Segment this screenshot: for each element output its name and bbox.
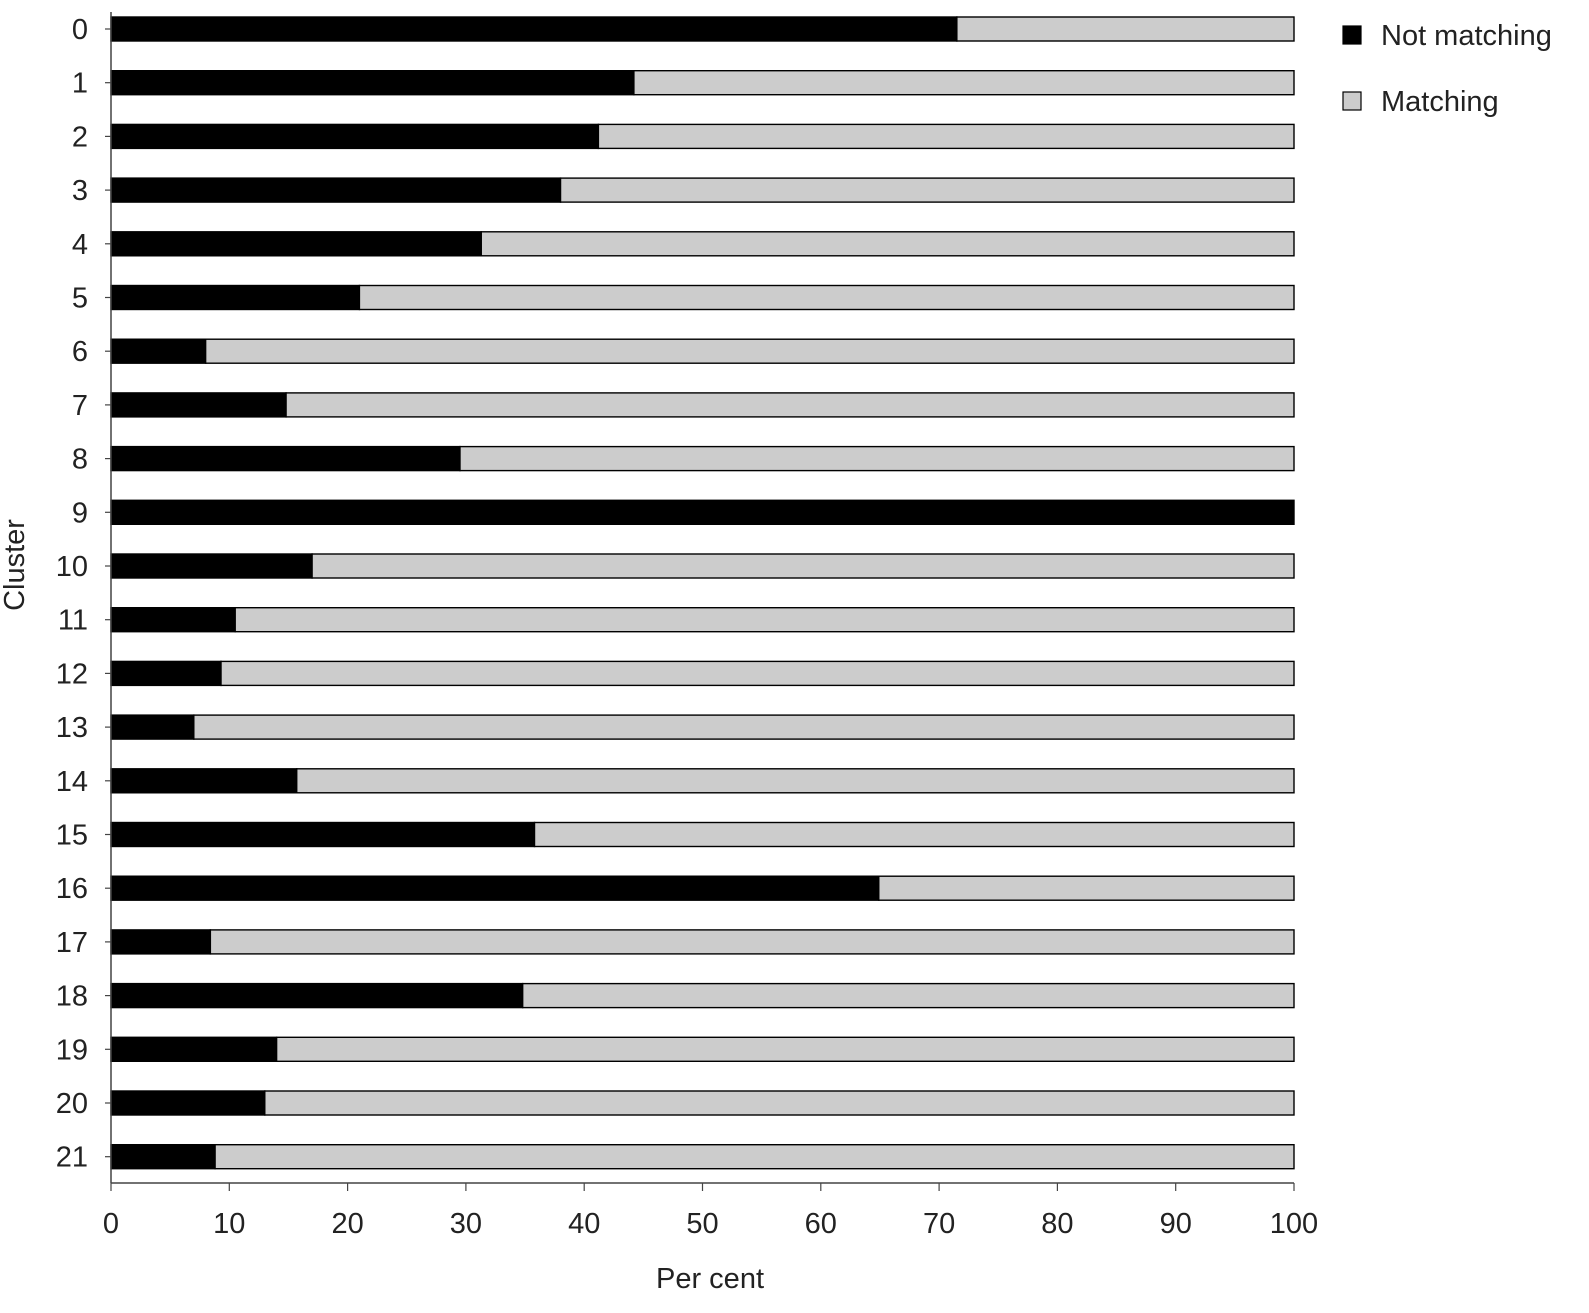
bar-not-matching-cluster-14: [110, 768, 298, 794]
y-tick-label: 5: [72, 283, 88, 315]
y-tick-label: 7: [72, 390, 88, 422]
bar-not-matching-cluster-3: [110, 177, 562, 203]
y-tick-label: 17: [56, 927, 88, 959]
bar-not-matching-cluster-8: [110, 445, 461, 472]
bar-not-matching-cluster-21: [110, 1143, 216, 1170]
bar-matching-cluster-8: [459, 445, 1295, 472]
bar-not-matching-cluster-4: [110, 231, 482, 257]
y-tick-label: 14: [56, 766, 88, 798]
legend: Not matching Matching: [1342, 20, 1552, 118]
x-tick-label: 10: [213, 1208, 245, 1240]
y-tick-label: 12: [56, 658, 88, 690]
bar-matching-cluster-10: [311, 553, 1295, 579]
bar-not-matching-cluster-11: [110, 607, 236, 633]
bar-matching-cluster-17: [209, 929, 1295, 955]
y-tick-label: 20: [56, 1088, 88, 1120]
bar-not-matching-cluster-10: [110, 553, 313, 579]
bar-not-matching-cluster-12: [110, 660, 222, 687]
bar-matching-cluster-6: [204, 338, 1295, 364]
legend-swatch-matching: [1342, 91, 1362, 111]
y-tick-label: 11: [58, 605, 88, 637]
bar-not-matching-cluster-16: [110, 875, 880, 901]
bar-matching-cluster-14: [296, 768, 1295, 794]
y-tick-label: 6: [72, 336, 88, 368]
y-tick-label: 2: [72, 121, 88, 153]
y-tick-label: 4: [72, 229, 88, 261]
x-tick-label: 50: [686, 1208, 718, 1240]
legend-label-not-matching: Not matching: [1381, 20, 1552, 52]
bar-not-matching-cluster-17: [110, 929, 212, 955]
y-tick-label: 16: [56, 873, 88, 905]
bar-matching-cluster-12: [220, 660, 1295, 687]
x-tick-label: 60: [805, 1208, 837, 1240]
bar-matching-cluster-0: [956, 16, 1295, 42]
y-tick-label: 9: [72, 497, 88, 529]
bar-matching-cluster-3: [559, 177, 1295, 203]
x-tick-label: 40: [568, 1208, 600, 1240]
bar-not-matching-cluster-2: [110, 123, 600, 150]
bar-matching-cluster-21: [214, 1143, 1295, 1170]
bar-matching-cluster-13: [193, 714, 1295, 740]
bars-layer: [110, 16, 1295, 1170]
bar-not-matching-cluster-13: [110, 714, 195, 740]
y-tick-label: 3: [72, 175, 88, 207]
x-tick-label: 100: [1270, 1208, 1318, 1240]
x-tick-labels: 0 10 20 30 40 50 60 70 80 90 100: [103, 1183, 1318, 1240]
y-tick-label: 0: [72, 14, 88, 46]
y-tick-label: 8: [72, 444, 88, 476]
bar-not-matching-cluster-15: [110, 821, 536, 848]
bar-not-matching-cluster-0: [110, 16, 958, 42]
bar-matching-cluster-4: [480, 231, 1295, 257]
bar-matching-cluster-11: [234, 607, 1295, 633]
x-tick-label: 0: [103, 1208, 119, 1240]
bar-matching-cluster-15: [533, 821, 1295, 848]
x-axis-title: Per cent: [656, 1263, 764, 1295]
bar-not-matching-cluster-6: [110, 338, 207, 364]
x-tick-label: 90: [1160, 1208, 1192, 1240]
legend-label-matching: Matching: [1381, 86, 1499, 118]
y-tick-label: 10: [56, 551, 88, 583]
bar-matching-cluster-2: [597, 123, 1295, 150]
bar-matching-cluster-1: [633, 69, 1295, 96]
y-tick-label: 18: [56, 981, 88, 1013]
bar-not-matching-cluster-20: [110, 1090, 266, 1116]
bar-not-matching-cluster-1: [110, 69, 635, 96]
x-tick-label: 30: [450, 1208, 482, 1240]
y-tick-label: 21: [56, 1142, 88, 1174]
bar-not-matching-cluster-5: [110, 284, 361, 311]
bar-not-matching-cluster-18: [110, 982, 524, 1009]
bar-matching-cluster-20: [264, 1090, 1295, 1116]
x-tick-label: 70: [923, 1208, 955, 1240]
bar-matching-cluster-5: [358, 284, 1295, 311]
bar-matching-cluster-16: [878, 875, 1295, 901]
bar-matching-cluster-19: [275, 1036, 1295, 1063]
x-tick-label: 20: [331, 1208, 363, 1240]
y-axis-title: Cluster: [0, 519, 31, 611]
y-tick-label: 15: [56, 820, 88, 852]
x-tick-label: 80: [1041, 1208, 1073, 1240]
y-tick-label: 13: [56, 712, 88, 744]
bar-matching-cluster-7: [285, 392, 1295, 418]
bar-matching-cluster-18: [521, 982, 1295, 1009]
bar-not-matching-cluster-9: [110, 499, 1295, 525]
bar-not-matching-cluster-19: [110, 1036, 278, 1063]
bar-not-matching-cluster-7: [110, 392, 287, 418]
y-tick-label: 1: [72, 68, 88, 100]
legend-swatch-not-matching: [1342, 25, 1362, 45]
y-tick-label: 19: [56, 1034, 88, 1066]
